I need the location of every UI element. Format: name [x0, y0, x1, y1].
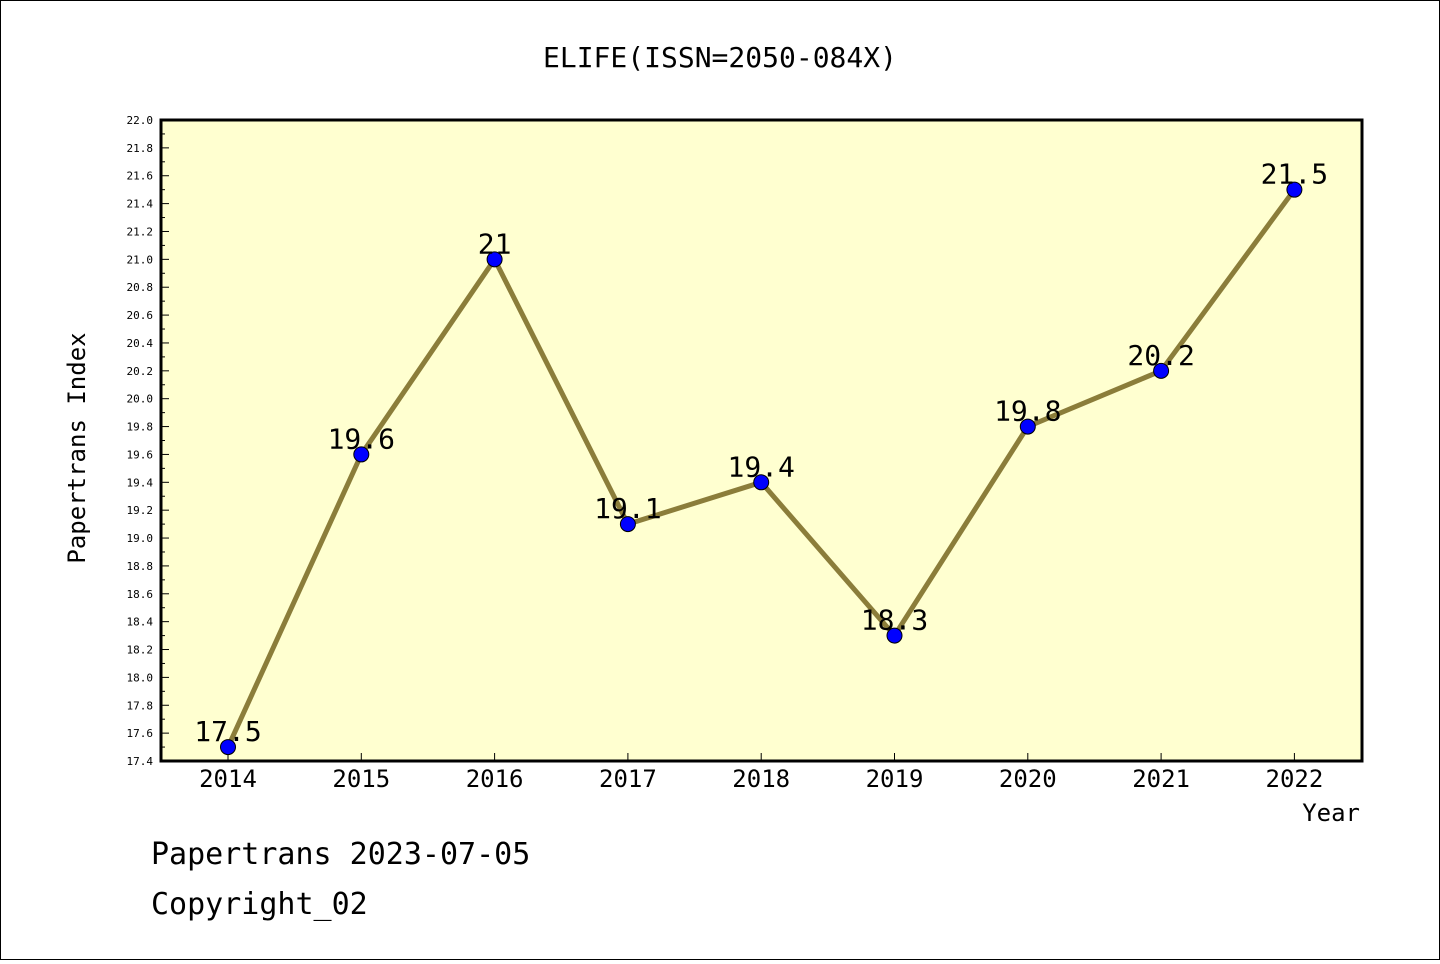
x-tick-label: 2019: [866, 765, 924, 793]
y-tick-label: 22.0: [127, 114, 154, 127]
data-point: [220, 739, 236, 756]
x-tick-label: 2021: [1132, 765, 1190, 793]
y-tick-label: 17.6: [127, 727, 154, 740]
x-tick-label: 2018: [732, 765, 790, 793]
y-tick-label: 20.0: [127, 393, 154, 406]
x-tick-label: 2014: [199, 765, 257, 793]
x-tick-label: 2016: [466, 765, 524, 793]
data-point: [1286, 181, 1303, 198]
data-points: [220, 181, 1303, 756]
y-tick-label: 20.4: [127, 337, 154, 350]
y-tick-label: 21.2: [127, 225, 154, 238]
y-tick-label: 18.8: [127, 560, 154, 573]
data-point: [353, 446, 370, 463]
y-tick-label: 21.8: [127, 142, 154, 155]
y-tick-label: 20.2: [127, 365, 154, 378]
data-point: [753, 474, 770, 491]
y-tick-label: 18.2: [127, 644, 154, 657]
data-point: [1153, 362, 1170, 379]
x-tick-label: 2015: [332, 765, 390, 793]
footer-copyright: Copyright_02: [151, 887, 368, 922]
data-label: 20.2: [1127, 339, 1194, 372]
y-tick-label: 17.4: [127, 755, 154, 768]
data-point: [886, 627, 903, 644]
y-axis-label: Papertrans Index: [63, 332, 91, 563]
y-tick-label: 19.8: [127, 421, 154, 434]
data-label: 19.8: [994, 395, 1061, 428]
plot-area: [159, 118, 1364, 763]
data-label: 19.6: [328, 422, 395, 455]
y-tick-label: 18.0: [127, 671, 154, 684]
data-label: 19.1: [594, 492, 661, 525]
chart-title: ELIFE(ISSN=2050-084X): [543, 41, 897, 74]
y-tick-label: 20.6: [127, 309, 154, 322]
y-tick-label: 21.6: [127, 170, 154, 183]
y-tick-label: 19.4: [127, 476, 154, 489]
y-tick-label: 21.0: [127, 253, 154, 266]
x-axis-ticks: 2014 2015 2016 2017 2018 2019 2020 2021 2022: [199, 753, 1323, 793]
x-tick-label: 2020: [999, 765, 1057, 793]
x-tick-label: 2017: [599, 765, 657, 793]
y-tick-label: 19.6: [127, 448, 154, 461]
data-label: 21.5: [1261, 158, 1328, 191]
x-axis-label: Year: [1302, 799, 1360, 827]
y-tick-label: 17.8: [127, 699, 154, 712]
y-axis-ticks: 17.4 17.6 17.8 18.0 18.2 18.4 18.6 18.8 19.0 19.2…: [127, 114, 169, 768]
y-tick-label: 20.8: [127, 281, 154, 294]
data-label: 18.3: [861, 604, 928, 637]
y-tick-label: 19.2: [127, 504, 154, 517]
data-point: [1019, 418, 1036, 435]
y-tick-label: 18.6: [127, 588, 154, 601]
y-tick-label: 21.4: [127, 198, 154, 211]
x-tick-label: 2022: [1266, 765, 1324, 793]
data-labels: 17.5 19.6 21 19.1 19.4 18.3 19.8 20.2 21.5: [194, 158, 1328, 748]
data-point: [486, 251, 503, 268]
footer-date: Papertrans 2023-07-05: [151, 837, 530, 872]
data-label: 21: [478, 227, 512, 260]
data-label: 19.4: [727, 450, 794, 483]
data-label: 17.5: [194, 715, 261, 748]
y-tick-label: 18.4: [127, 616, 154, 629]
data-point: [619, 516, 636, 533]
y-tick-label: 19.0: [127, 532, 154, 545]
